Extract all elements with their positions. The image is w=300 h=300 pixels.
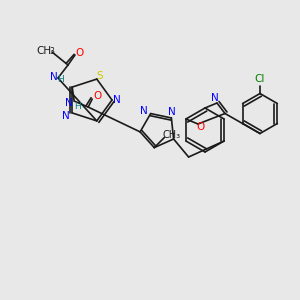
Text: N: N	[62, 111, 70, 121]
Text: N: N	[65, 98, 73, 108]
Text: Cl: Cl	[255, 74, 265, 85]
Text: N: N	[211, 93, 219, 103]
Text: S: S	[97, 71, 103, 81]
Text: N: N	[50, 72, 58, 82]
Text: N: N	[140, 106, 148, 116]
Text: O: O	[76, 48, 84, 58]
Text: CH₃: CH₃	[162, 130, 180, 140]
Text: H: H	[74, 102, 81, 111]
Text: N: N	[167, 107, 175, 117]
Text: 3: 3	[50, 46, 54, 56]
Text: N: N	[113, 95, 121, 105]
Text: O: O	[93, 91, 101, 101]
Text: CH: CH	[36, 46, 52, 56]
Text: O: O	[197, 122, 205, 132]
Text: H: H	[58, 76, 64, 85]
